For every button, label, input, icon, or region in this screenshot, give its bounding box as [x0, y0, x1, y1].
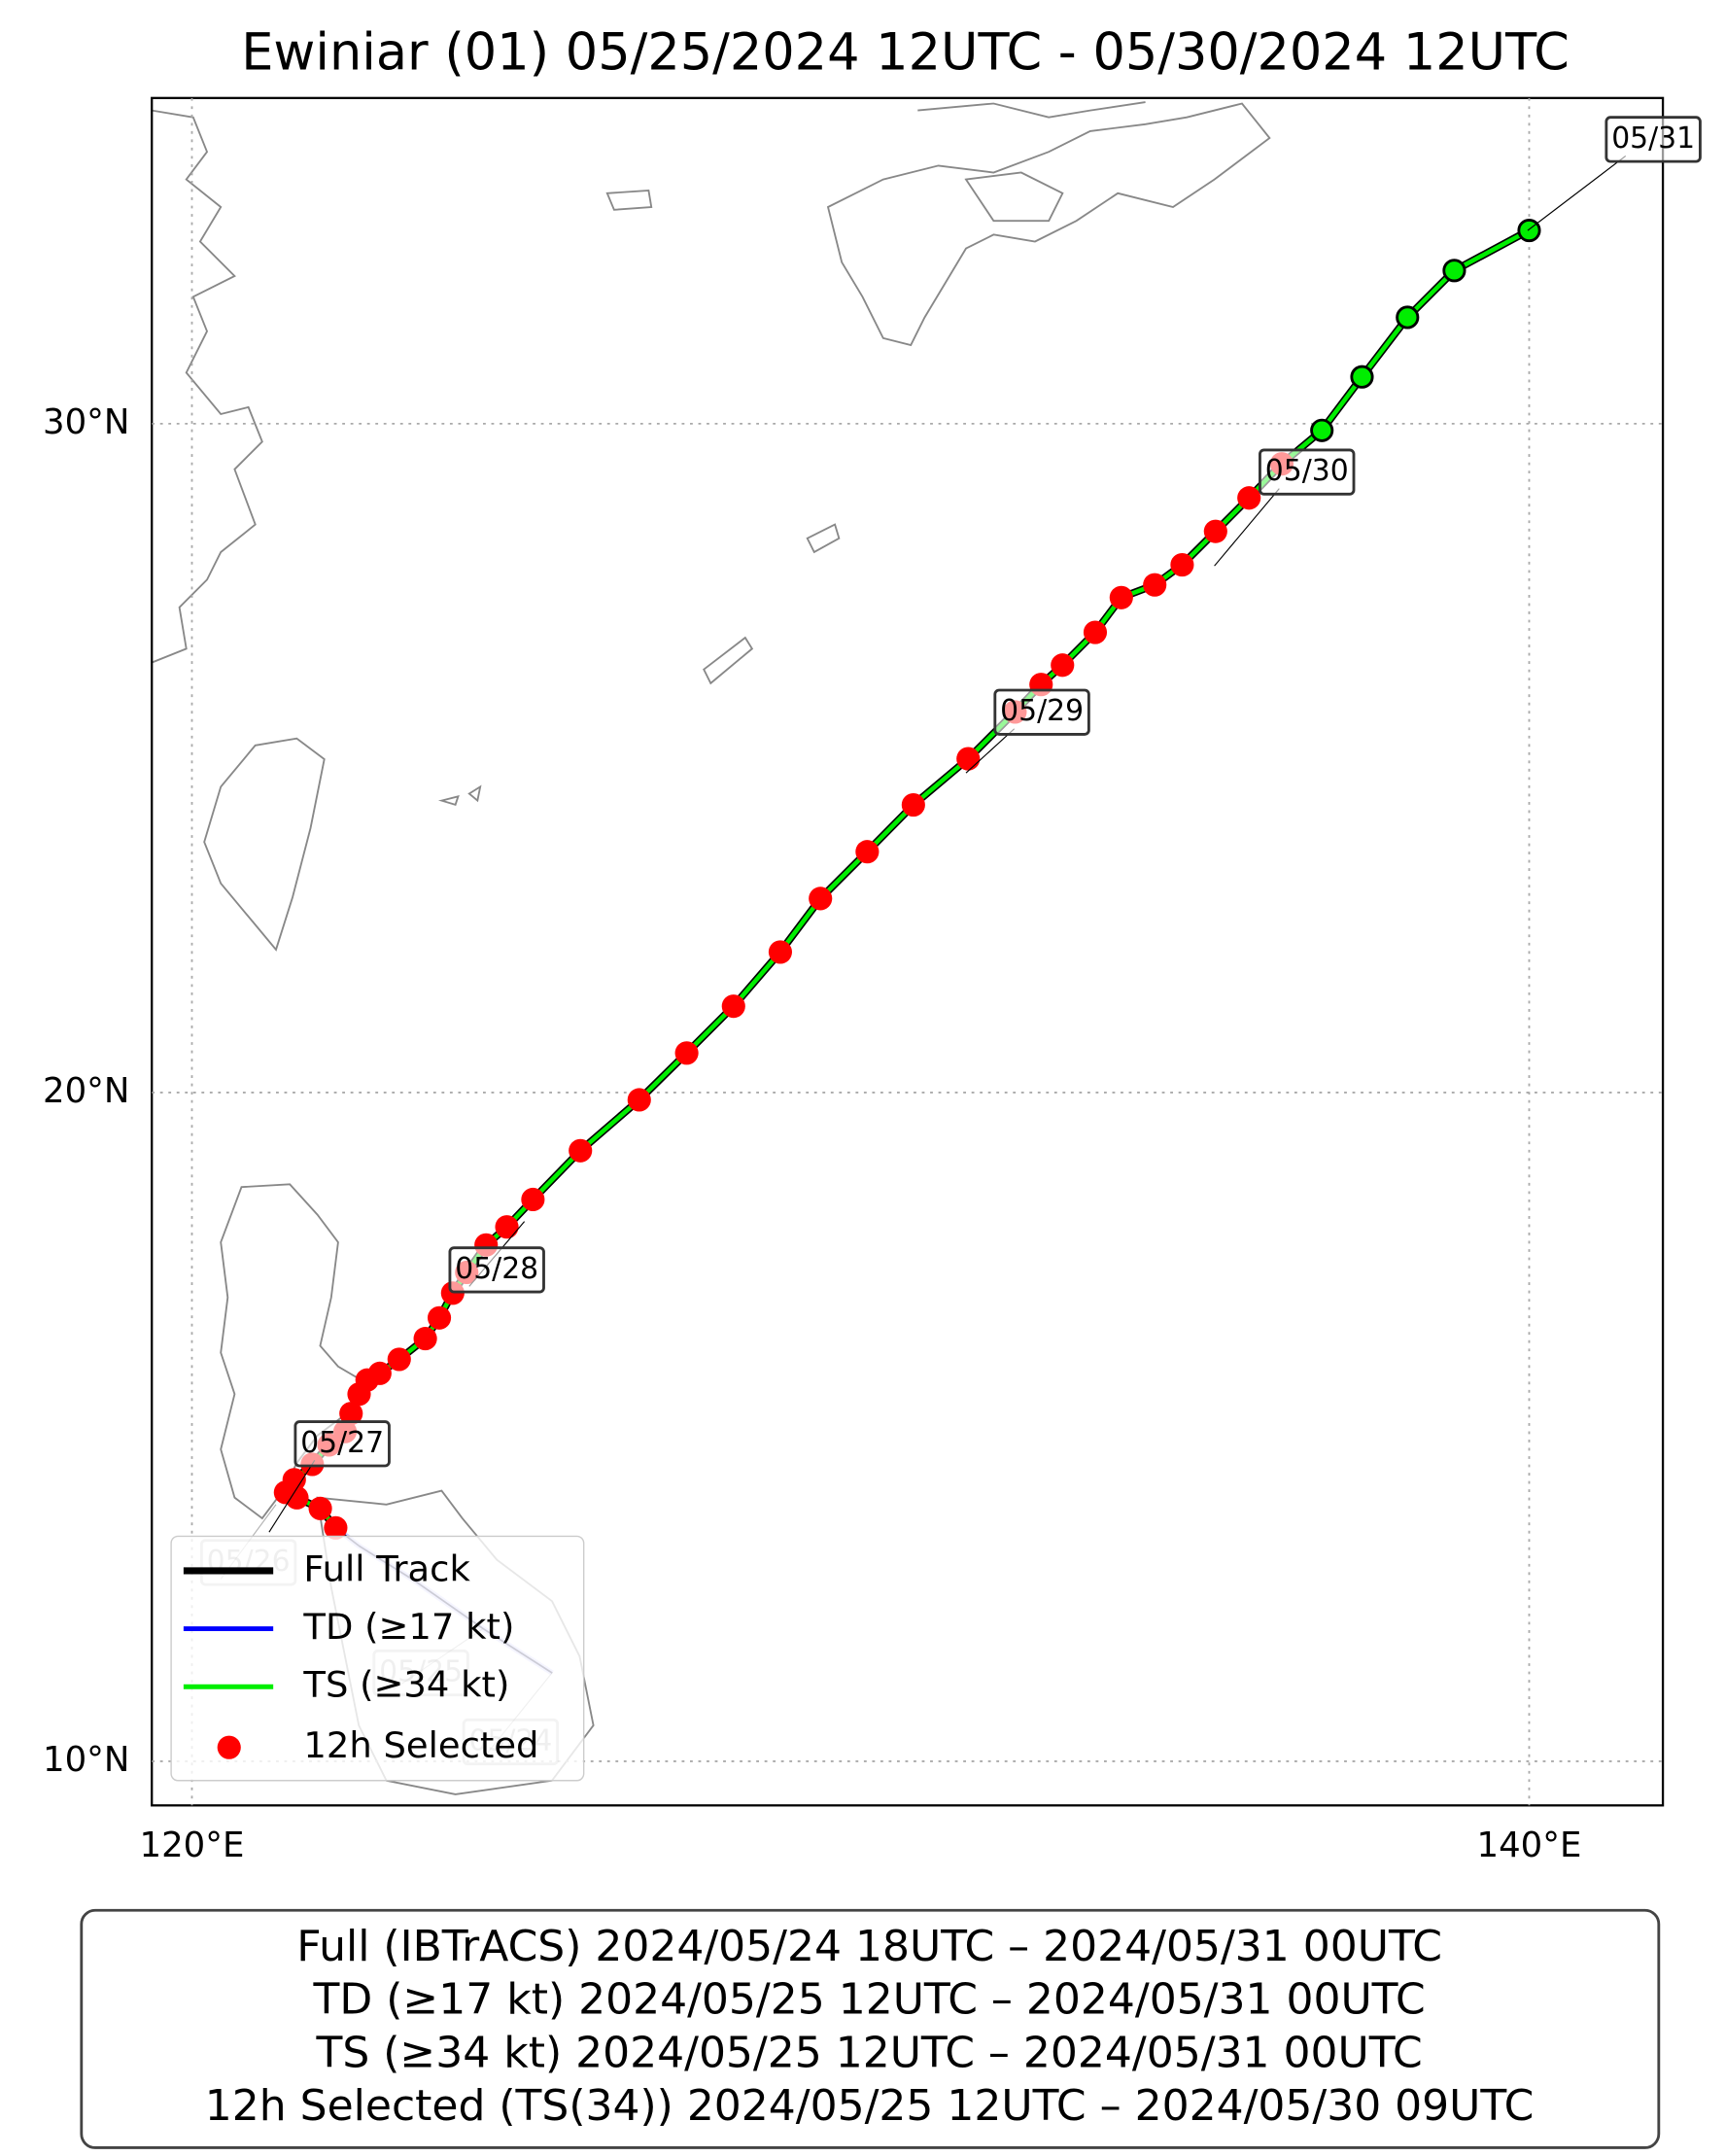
selected-point: [387, 1347, 411, 1372]
x-tick-label: 140°E: [1477, 1826, 1582, 1865]
selected-point: [569, 1138, 593, 1163]
full-track: [284, 229, 1530, 1674]
selected-point: [427, 1305, 452, 1330]
info-line: 12h Selected (TS(34)) 2024/05/25 12UTC –…: [205, 2081, 1535, 2131]
selected-point: [1203, 519, 1227, 543]
ts-point: [1396, 305, 1420, 330]
ts-point: [1442, 259, 1466, 283]
x-tick-label: 120°E: [140, 1826, 245, 1865]
selected-point: [1170, 552, 1194, 577]
selected-point: [413, 1327, 437, 1351]
legend-label: Full Track: [303, 1547, 470, 1589]
ts-point: [1310, 418, 1334, 442]
selected-point: [1083, 620, 1108, 644]
selected-point: [627, 1088, 651, 1112]
selected-point: [1109, 585, 1133, 609]
y-tick-label: 30°N: [43, 402, 129, 442]
label-leader: [268, 1460, 316, 1533]
selected-point: [324, 1515, 348, 1540]
selected-point: [308, 1496, 332, 1520]
selected-point: [674, 1041, 699, 1065]
ts-point: [1350, 365, 1374, 389]
selected-point: [495, 1215, 519, 1239]
legend-swatch: [217, 1735, 241, 1759]
info-line: TS (≥34 kt) 2024/05/25 12UTC – 2024/05/3…: [315, 2028, 1422, 2077]
track-line: [283, 228, 1531, 1530]
selected-point: [901, 792, 925, 817]
date-label: 05/28: [455, 1252, 538, 1286]
track-line: [283, 227, 1531, 1530]
date-label: 05/27: [300, 1426, 384, 1460]
selected-point: [855, 840, 880, 864]
selected-point: [1051, 653, 1075, 678]
y-tick-label: 10°N: [43, 1740, 129, 1780]
date-label: 05/31: [1611, 122, 1695, 156]
legend-box: [170, 1535, 585, 1782]
date-label-box: [1259, 448, 1356, 496]
selected-point: [956, 747, 981, 771]
track-outline: [281, 226, 1532, 1531]
date-label-box: [448, 1246, 545, 1294]
selected-point: [367, 1361, 392, 1385]
label-leader: [965, 728, 1016, 774]
selected-point: [282, 1468, 306, 1492]
date-label: 05/30: [1265, 454, 1349, 488]
date-label-box: [1604, 116, 1702, 163]
info-line: TD (≥17 kt) 2024/05/25 12UTC – 2024/05/3…: [312, 1975, 1425, 2025]
y-tick-label: 20°N: [43, 1071, 129, 1111]
legend-label: 12h Selected: [303, 1724, 538, 1766]
selected-point: [721, 994, 745, 1019]
coastlines: [152, 101, 1271, 1795]
legend-label: TD (≥17 kt): [302, 1606, 514, 1648]
chart-title: Ewiniar (01) 05/25/2024 12UTC - 05/30/20…: [241, 22, 1570, 82]
info-line: Full (IBTrACS) 2024/05/24 18UTC – 2024/0…: [296, 1922, 1442, 1971]
label-leader: [1527, 156, 1627, 231]
plot-frame: [151, 96, 1665, 1807]
date-label-box: [993, 688, 1090, 736]
date-label-box: [293, 1420, 391, 1468]
selected-point: [521, 1187, 545, 1212]
selected-point: [809, 887, 833, 911]
info-box: [80, 1908, 1661, 2149]
date-label: 05/29: [1000, 694, 1084, 728]
label-leader: [1214, 488, 1280, 567]
selected-point: [768, 940, 792, 964]
selected-point: [339, 1402, 363, 1426]
selected-point: [1237, 486, 1261, 510]
legend-label: TS (≥34 kt): [302, 1664, 509, 1706]
selected-point: [1143, 573, 1167, 597]
